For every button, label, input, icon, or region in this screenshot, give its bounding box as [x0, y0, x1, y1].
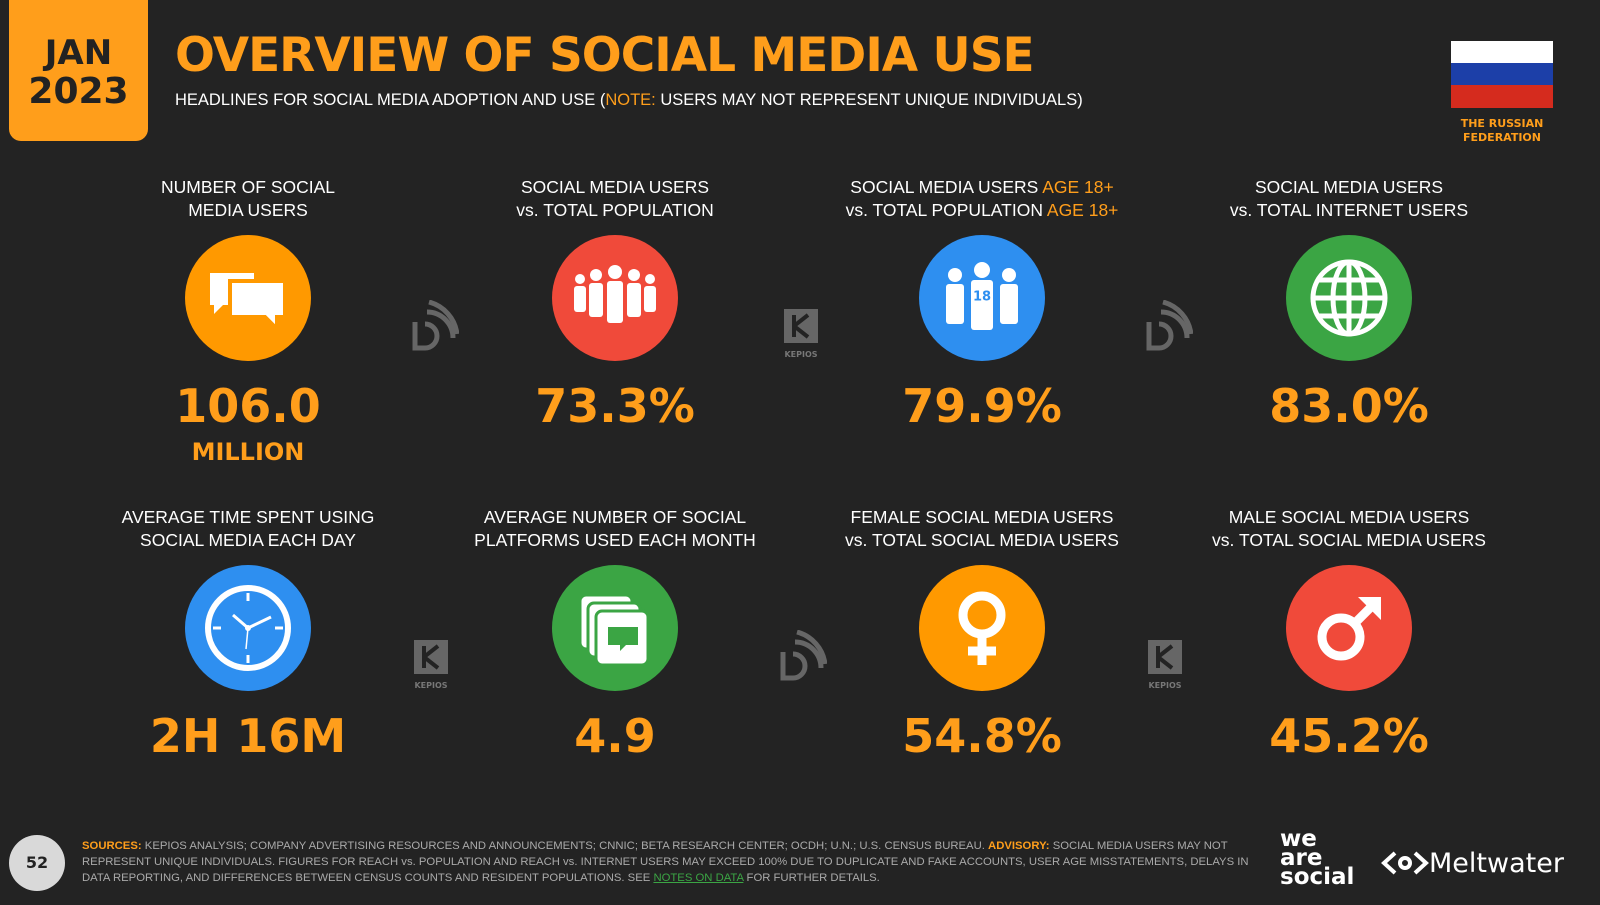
- page-number: 52: [9, 835, 65, 891]
- watermark-datareportal: [412, 300, 459, 351]
- brand-line: social: [1280, 864, 1355, 890]
- watermark-kepios: KEPIOS: [1148, 640, 1182, 690]
- subtitle-note: NOTE:: [605, 91, 656, 109]
- stat-tile: AVERAGE TIME SPENT USING SOCIAL MEDIA EA…: [68, 506, 428, 806]
- label-highlight: AGE 18+: [1042, 177, 1114, 197]
- badge-month: JAN: [44, 33, 113, 73]
- flag: [1451, 41, 1553, 108]
- watermark-datareportal: [780, 630, 827, 681]
- value: 54.8%: [902, 709, 1062, 763]
- label: AVERAGE TIME SPENT USING: [121, 507, 375, 527]
- brand-we-are-social: we are social: [1280, 826, 1355, 890]
- icon-platforms: [552, 565, 678, 691]
- sources-label: SOURCES:: [82, 840, 142, 852]
- unit: MILLION: [191, 438, 305, 466]
- brand-meltwater: Meltwater: [1429, 848, 1564, 879]
- country-name: THE RUSSIAN FEDERATION: [1442, 117, 1562, 145]
- stat-tile: NUMBER OF SOCIAL MEDIA USERS 106.0 MILLI…: [68, 176, 428, 476]
- badge-year: 2023: [28, 71, 129, 112]
- label: AVERAGE NUMBER OF SOCIAL: [483, 507, 747, 527]
- title: OVERVIEW OF SOCIAL MEDIA USE: [175, 28, 1035, 83]
- watermark-kepios: KEPIOS: [784, 309, 818, 359]
- advisory-label: ADVISORY:: [988, 840, 1050, 852]
- date-badge: JAN 2023: [9, 0, 148, 141]
- icon-male: [1286, 565, 1412, 691]
- brand-line: we: [1280, 826, 1317, 852]
- stat-tile: MALE SOCIAL MEDIA USERS vs. TOTAL SOCIAL…: [1169, 506, 1529, 806]
- value: 2H 16M: [149, 709, 347, 763]
- meltwater-logo: [1381, 851, 1429, 875]
- label: FEMALE SOCIAL MEDIA USERS: [850, 507, 1114, 527]
- icon-female: [919, 565, 1045, 691]
- watermark-kepios: KEPIOS: [414, 640, 448, 690]
- icon-text: 18: [973, 290, 991, 305]
- label: vs. TOTAL SOCIAL MEDIA USERS: [1212, 530, 1486, 550]
- stat-tile: AVERAGE NUMBER OF SOCIAL PLATFORMS USED …: [435, 506, 795, 806]
- value: 45.2%: [1269, 709, 1429, 763]
- subtitle-text: HEADLINES FOR SOCIAL MEDIA ADOPTION AND …: [175, 91, 606, 109]
- value: 79.9%: [902, 379, 1062, 433]
- label: vs. TOTAL SOCIAL MEDIA USERS: [845, 530, 1119, 550]
- label: SOCIAL MEDIA USERS: [1254, 177, 1443, 197]
- subtitle-text: USERS MAY NOT REPRESENT UNIQUE INDIVIDUA…: [660, 91, 1083, 109]
- label: vs. TOTAL POPULATION: [845, 200, 1043, 220]
- advisory-text: SOCIAL MEDIA USERS MAY NOT REPRESENT UNI…: [82, 840, 1249, 884]
- stat-tile: FEMALE SOCIAL MEDIA USERS vs. TOTAL SOCI…: [802, 506, 1162, 806]
- watermark-text: KEPIOS: [1148, 681, 1181, 690]
- icon-adults: 18: [919, 235, 1045, 361]
- label: NUMBER OF SOCIAL: [160, 177, 336, 197]
- icon-globe: [1286, 235, 1412, 361]
- icon-clock: [185, 565, 311, 691]
- country-line: THE RUSSIAN: [1460, 117, 1544, 130]
- stat-tile: SOCIAL MEDIA USERS AGE 18+ vs. TOTAL POP…: [802, 176, 1162, 476]
- stat-tile: SOCIAL MEDIA USERS vs. TOTAL INTERNET US…: [1169, 176, 1529, 476]
- icon-people: [552, 235, 678, 361]
- label: SOCIAL MEDIA USERS: [850, 177, 1039, 197]
- sources-text: FOR FURTHER DETAILS.: [746, 872, 880, 884]
- label: MALE SOCIAL MEDIA USERS: [1228, 507, 1470, 527]
- label: MEDIA USERS: [188, 200, 308, 220]
- value: 83.0%: [1269, 379, 1429, 433]
- label: PLATFORMS USED EACH MONTH: [474, 530, 756, 550]
- value: 73.3%: [535, 379, 695, 433]
- sources-text: KEPIOS ANALYSIS; COMPANY ADVERTISING RES…: [144, 840, 985, 852]
- label: SOCIAL MEDIA USERS: [520, 177, 709, 197]
- subtitle: HEADLINES FOR SOCIAL MEDIA ADOPTION AND …: [175, 91, 1083, 110]
- label-highlight: AGE 18+: [1046, 200, 1119, 220]
- brand-line: are: [1280, 845, 1323, 871]
- value: 106.0: [175, 379, 321, 433]
- value: 4.9: [574, 709, 656, 763]
- watermark-text: KEPIOS: [414, 681, 447, 690]
- notes-link[interactable]: NOTES ON DATA: [653, 872, 744, 884]
- label: vs. TOTAL INTERNET USERS: [1229, 200, 1469, 220]
- stat-tile: SOCIAL MEDIA USERS vs. TOTAL POPULATION …: [435, 176, 795, 476]
- label: SOCIAL MEDIA EACH DAY: [140, 530, 356, 550]
- watermark-datareportal: [1146, 300, 1193, 351]
- country-line: FEDERATION: [1463, 131, 1541, 144]
- label: vs. TOTAL POPULATION: [516, 200, 714, 220]
- icon-chat: [185, 235, 311, 361]
- sources: SOURCES: KEPIOS ANALYSIS; COMPANY ADVERT…: [82, 838, 1252, 886]
- watermark-text: KEPIOS: [784, 350, 817, 359]
